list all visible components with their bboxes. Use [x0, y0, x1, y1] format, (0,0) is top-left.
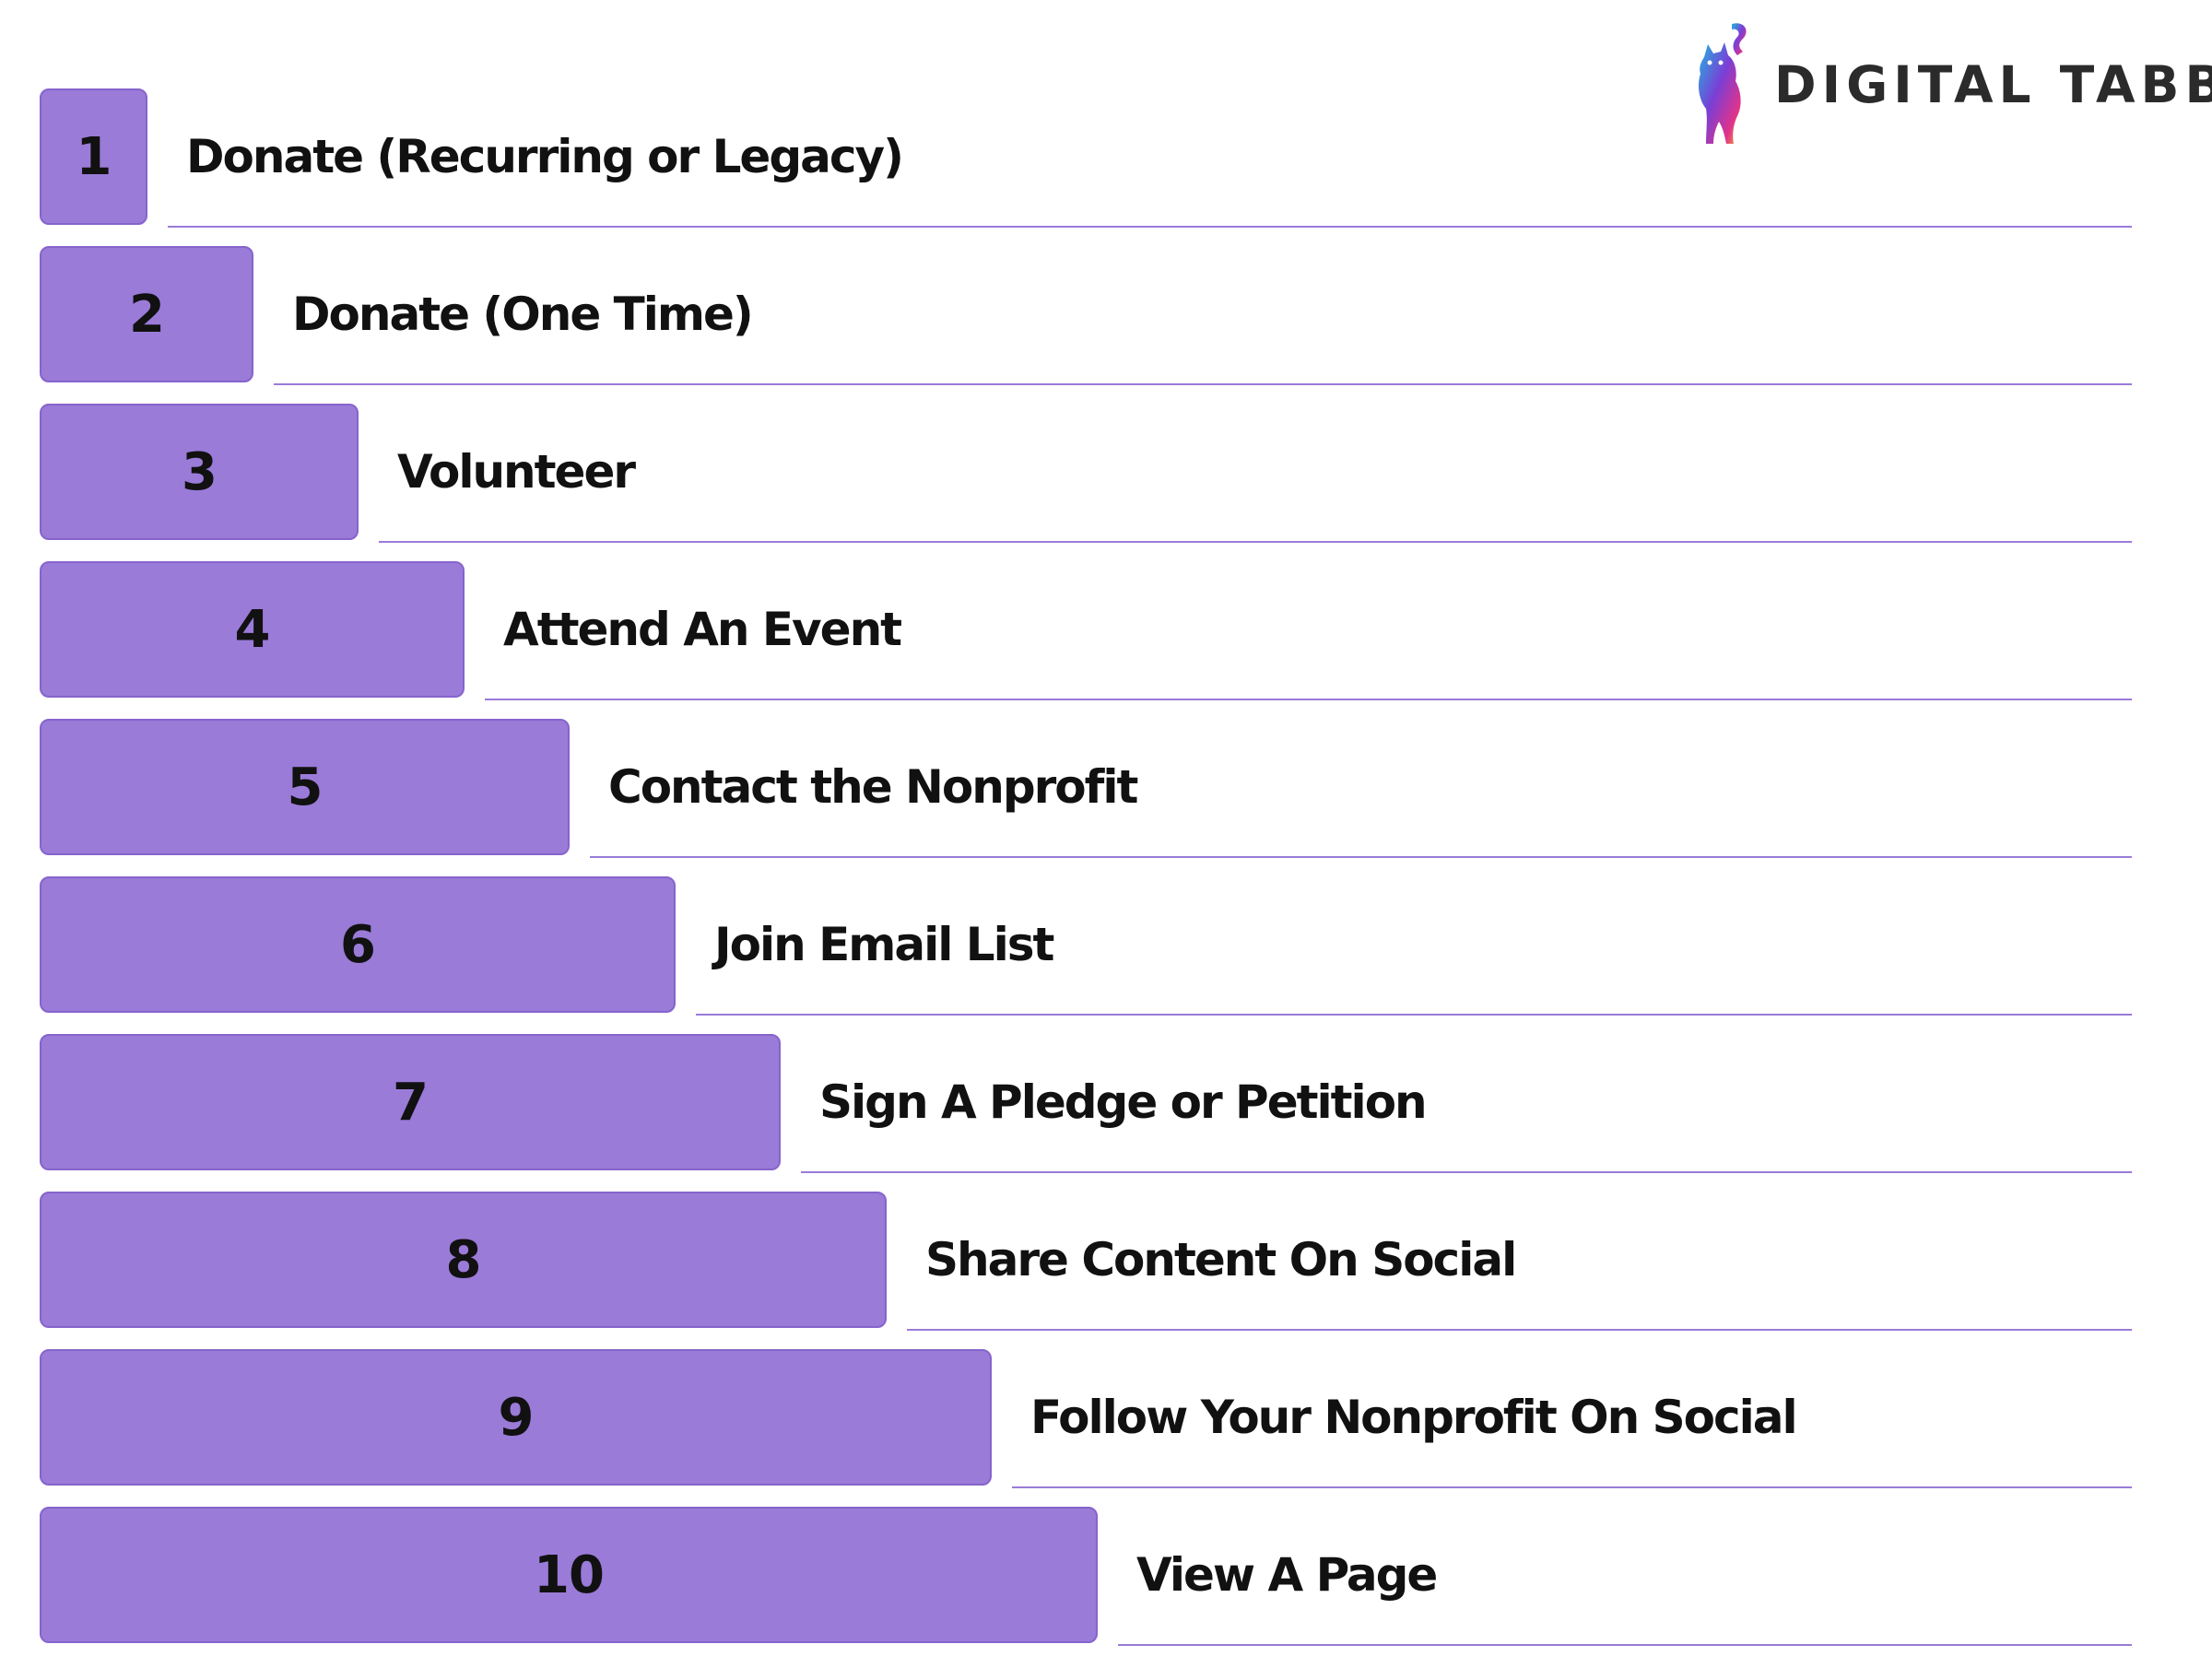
- step-label: Follow Your Nonprofit On Social: [1030, 1391, 1798, 1444]
- divider-line: [168, 226, 2132, 228]
- step-row: 6 Join Email List: [0, 876, 2212, 1016]
- step-label: View A Page: [1136, 1548, 1438, 1602]
- step-label: Share Content On Social: [925, 1233, 1517, 1286]
- rank-number: 10: [534, 1545, 605, 1605]
- step-row: 7 Sign A Pledge or Petition: [0, 1034, 2212, 1174]
- step-row: 1 Donate (Recurring or Legacy): [0, 88, 2212, 229]
- divider-line: [907, 1329, 2132, 1331]
- step-row: 3 Volunteer: [0, 404, 2212, 544]
- rank-number: 7: [393, 1072, 429, 1133]
- step-row: 9 Follow Your Nonprofit On Social: [0, 1349, 2212, 1489]
- divider-line: [274, 383, 2132, 385]
- step-label: Join Email List: [714, 918, 1054, 971]
- rank-bar: 2: [40, 246, 253, 382]
- step-label: Sign A Pledge or Petition: [819, 1075, 1428, 1129]
- rank-number: 3: [182, 441, 218, 502]
- divider-line: [1012, 1486, 2132, 1488]
- rank-bar: 4: [40, 561, 465, 698]
- rank-number: 8: [445, 1229, 482, 1290]
- cat-silhouette-icon: [1699, 23, 1747, 144]
- divider-line: [379, 541, 2132, 543]
- rank-bar: 8: [40, 1192, 887, 1328]
- rank-number: 9: [498, 1387, 535, 1448]
- rank-number: 5: [287, 757, 324, 817]
- rank-bar: 3: [40, 404, 359, 540]
- divider-line: [696, 1014, 2132, 1016]
- rank-number: 1: [76, 126, 112, 187]
- rank-bar: 1: [40, 88, 147, 225]
- divider-line: [1118, 1644, 2132, 1646]
- step-row: 10 View A Page: [0, 1507, 2212, 1647]
- rank-bar: 5: [40, 719, 570, 855]
- step-label: Attend An Event: [503, 603, 902, 656]
- step-row: 8 Share Content On Social: [0, 1192, 2212, 1332]
- divider-line: [485, 699, 2132, 700]
- rank-number: 4: [234, 599, 271, 660]
- step-row: 2 Donate (One Time): [0, 246, 2212, 386]
- rank-bar: 10: [40, 1507, 1098, 1643]
- brand-logo: DIGITAL TABBY: [1691, 20, 2212, 149]
- brand-name: DIGITAL TABBY: [1774, 55, 2212, 114]
- divider-line: [590, 856, 2132, 858]
- rank-bar: 6: [40, 876, 676, 1013]
- rank-number: 6: [340, 914, 376, 975]
- step-label: Donate (Recurring or Legacy): [186, 130, 904, 183]
- step-label: Contact the Nonprofit: [608, 760, 1138, 814]
- rank-bar: 9: [40, 1349, 992, 1486]
- step-row: 5 Contact the Nonprofit: [0, 719, 2212, 859]
- step-row: 4 Attend An Event: [0, 561, 2212, 701]
- divider-line: [801, 1171, 2132, 1173]
- rank-number: 2: [129, 284, 165, 345]
- rank-bar: 7: [40, 1034, 781, 1170]
- step-label: Donate (One Time): [292, 288, 754, 341]
- step-label: Volunteer: [397, 445, 636, 499]
